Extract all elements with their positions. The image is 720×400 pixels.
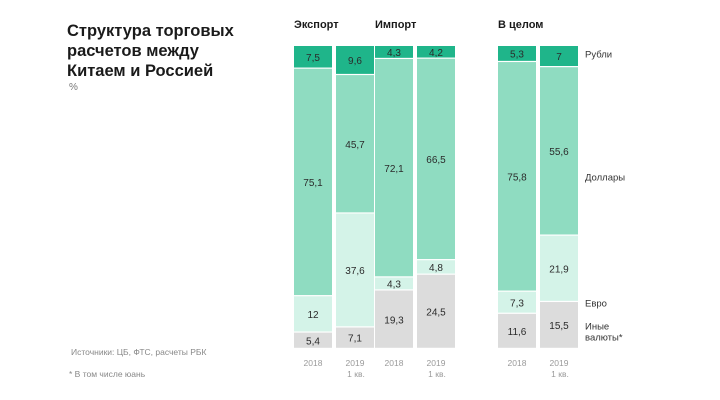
- period-sublabel-1-1: 1 кв.: [428, 369, 446, 379]
- bar-segment-0-0-3: [294, 46, 332, 68]
- value-label-2-1-2: 55,6: [549, 147, 569, 158]
- period-sublabel-2-1: 1 кв.: [551, 369, 569, 379]
- period-label-1-1: 2019: [427, 358, 446, 368]
- group-title-0: Экспорт: [294, 19, 339, 31]
- period-label-2-1: 2019: [550, 358, 569, 368]
- bar-segment-1-1-2: [417, 58, 455, 260]
- value-label-1-1-3: 4,2: [429, 48, 443, 59]
- value-label-0-0-0: 5,4: [306, 336, 320, 347]
- value-label-2-1-3: 7: [556, 52, 562, 63]
- value-label-0-1-1: 37,6: [345, 266, 365, 277]
- legend-item-0: Рубли: [585, 50, 612, 61]
- footnote: * В том числе юань: [69, 369, 146, 379]
- value-label-1-1-1: 4,8: [429, 263, 443, 274]
- value-label-2-1-1: 21,9: [549, 264, 569, 275]
- value-label-1-0-2: 72,1: [384, 164, 404, 175]
- bar-segment-0-0-1: [294, 296, 332, 332]
- value-label-0-0-1: 12: [307, 310, 319, 321]
- value-label-0-1-3: 9,6: [348, 56, 362, 67]
- value-label-2-1-0: 15,5: [549, 321, 569, 332]
- bar-segment-0-1-0: [336, 327, 374, 348]
- bar-segment-2-0-0: [498, 313, 536, 348]
- value-label-2-0-1: 7,3: [510, 298, 524, 309]
- legend-item-2: Евро: [585, 298, 607, 309]
- bar-segment-0-0-0: [294, 332, 332, 348]
- value-label-0-0-2: 75,1: [303, 178, 323, 189]
- value-label-2-0-0: 11,6: [508, 327, 527, 338]
- bar-segment-2-0-1: [498, 291, 536, 313]
- bar-segment-0-1-1: [336, 213, 374, 327]
- legend-item-1: Доллары: [585, 172, 625, 183]
- bar-segment-1-0-1: [375, 277, 413, 290]
- value-label-1-0-3: 4,3: [387, 48, 401, 59]
- bar-segment-2-0-2: [498, 62, 536, 291]
- group-title-1: Импорт: [375, 19, 417, 31]
- value-label-0-1-0: 7,1: [348, 334, 362, 345]
- bar-segment-0-1-2: [336, 75, 374, 213]
- unit-label: %: [69, 82, 78, 93]
- period-label-2-0: 2018: [508, 358, 527, 368]
- value-label-1-1-0: 24,5: [426, 307, 446, 318]
- value-label-0-1-2: 45,7: [345, 140, 365, 151]
- bar-segment-2-1-3: [540, 46, 578, 67]
- chart-title: Структура торговых расчетов между Китаем…: [67, 22, 234, 80]
- value-label-2-0-3: 5,3: [510, 50, 524, 61]
- bar-segment-1-1-3: [417, 46, 455, 58]
- bar-segment-2-1-2: [540, 67, 578, 235]
- bar-segment-2-1-1: [540, 235, 578, 301]
- source-note: Источники: ЦБ, ФТС, расчеты РБК: [71, 347, 207, 357]
- bar-segment-0-0-2: [294, 68, 332, 296]
- bar-segment-1-1-0: [417, 274, 455, 348]
- value-label-1-0-0: 19,3: [384, 315, 404, 326]
- bar-segment-0-1-3: [336, 46, 374, 74]
- value-label-1-1-2: 66,5: [426, 155, 446, 166]
- bar-segment-1-0-3: [375, 46, 413, 58]
- bar-segment-1-0-2: [375, 59, 413, 277]
- legend-item-3: Иные: [585, 321, 609, 332]
- group-title-2: В целом: [498, 19, 543, 31]
- period-label-0-0: 2018: [304, 358, 323, 368]
- bar-segment-1-0-0: [375, 290, 413, 348]
- period-label-0-1: 2019: [346, 358, 365, 368]
- value-label-1-0-1: 4,3: [387, 280, 401, 291]
- bar-segment-1-1-1: [417, 260, 455, 274]
- period-label-1-0: 2018: [385, 358, 404, 368]
- bar-segment-2-0-3: [498, 46, 536, 61]
- period-sublabel-0-1: 1 кв.: [347, 369, 365, 379]
- legend-item-3-line2: валюты*: [585, 332, 623, 343]
- bar-segment-2-1-0: [540, 302, 578, 348]
- value-label-0-0-3: 7,5: [306, 53, 320, 64]
- value-label-2-0-2: 75,8: [507, 172, 527, 183]
